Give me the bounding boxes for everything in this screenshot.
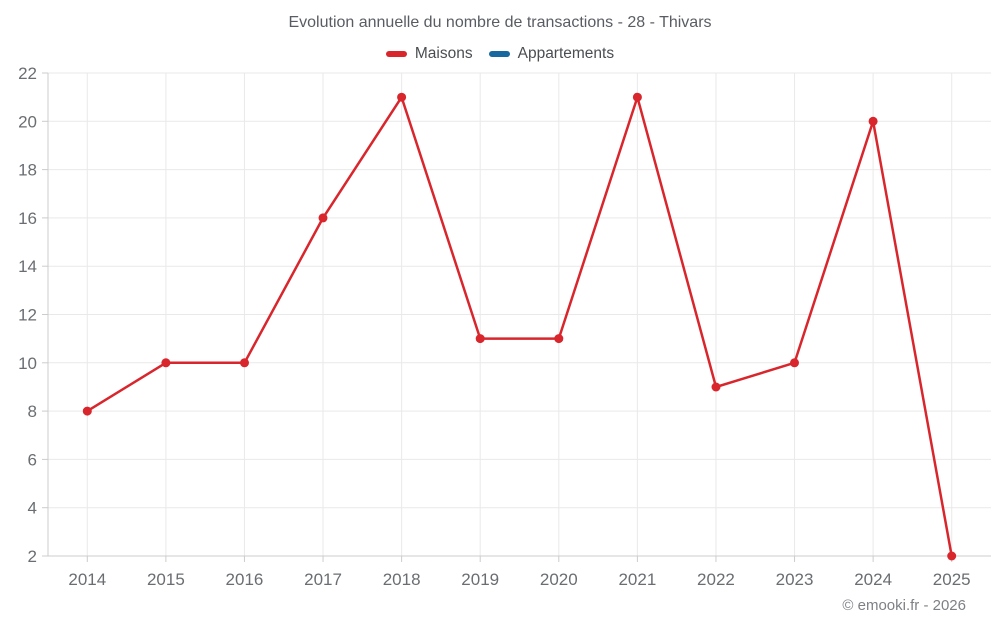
x-axis-tick-label: 2024 bbox=[854, 570, 892, 589]
maisons-swatch-icon bbox=[385, 51, 407, 57]
x-axis-tick-label: 2015 bbox=[147, 570, 185, 589]
legend-item-appartements[interactable]: Appartements bbox=[488, 45, 615, 63]
legend-label-appartements: Appartements bbox=[517, 45, 615, 62]
maisons-point-2021[interactable] bbox=[632, 92, 642, 102]
y-axis-tick-label: 16 bbox=[18, 209, 37, 228]
y-axis-tick-label: 14 bbox=[18, 257, 37, 276]
x-axis-tick-label: 2019 bbox=[461, 570, 499, 589]
maisons-point-2018[interactable] bbox=[397, 92, 407, 102]
maisons-point-2023[interactable] bbox=[790, 358, 799, 368]
y-axis-tick-label: 10 bbox=[18, 354, 37, 373]
y-axis-tick-label: 8 bbox=[28, 402, 37, 421]
maisons-point-2024[interactable] bbox=[868, 116, 878, 126]
maisons-line bbox=[86, 95, 953, 558]
y-axis-tick-label: 20 bbox=[18, 112, 37, 131]
y-axis-tick-label: 18 bbox=[18, 161, 37, 180]
maisons-point-2016[interactable] bbox=[240, 358, 249, 368]
maisons-point-2014[interactable] bbox=[82, 406, 92, 416]
maisons-point-2017[interactable] bbox=[318, 213, 328, 223]
chart-title: Evolution annuelle du nombre de transact… bbox=[288, 14, 712, 31]
x-axis-tick-label: 2017 bbox=[304, 570, 342, 589]
x-axis-tick-label: 2016 bbox=[226, 570, 264, 589]
x-axis-tick-label: 2021 bbox=[618, 570, 656, 589]
x-axis-tick-label: 2020 bbox=[540, 570, 578, 589]
copyright: © emooki.fr - 2026 bbox=[842, 597, 966, 614]
x-axis-tick-label: 2014 bbox=[68, 570, 106, 589]
maisons-point-2025[interactable] bbox=[947, 551, 957, 561]
legend: Maisons Appartements bbox=[0, 45, 1000, 63]
y-axis-tick-label: 12 bbox=[18, 306, 37, 325]
maisons-point-2022[interactable] bbox=[711, 382, 721, 392]
y-axis-tick-label: 2 bbox=[28, 547, 37, 566]
x-axis-tick-label: 2018 bbox=[383, 570, 421, 589]
maisons-point-2019[interactable] bbox=[475, 334, 485, 344]
x-axis-tick-label: 2023 bbox=[776, 570, 814, 589]
y-axis-tick-label: 4 bbox=[28, 499, 37, 518]
appartements-swatch-icon bbox=[488, 51, 510, 57]
x-axis-tick-label: 2022 bbox=[697, 570, 735, 589]
maisons-point-2020[interactable] bbox=[554, 334, 564, 344]
y-axis-tick-label: 22 bbox=[18, 64, 37, 83]
maisons-point-2015[interactable] bbox=[161, 358, 171, 368]
legend-label-maisons: Maisons bbox=[414, 45, 473, 62]
y-axis-tick-label: 6 bbox=[28, 450, 37, 469]
x-axis-tick-label: 2025 bbox=[933, 570, 971, 589]
legend-item-maisons[interactable]: Maisons bbox=[385, 45, 473, 63]
